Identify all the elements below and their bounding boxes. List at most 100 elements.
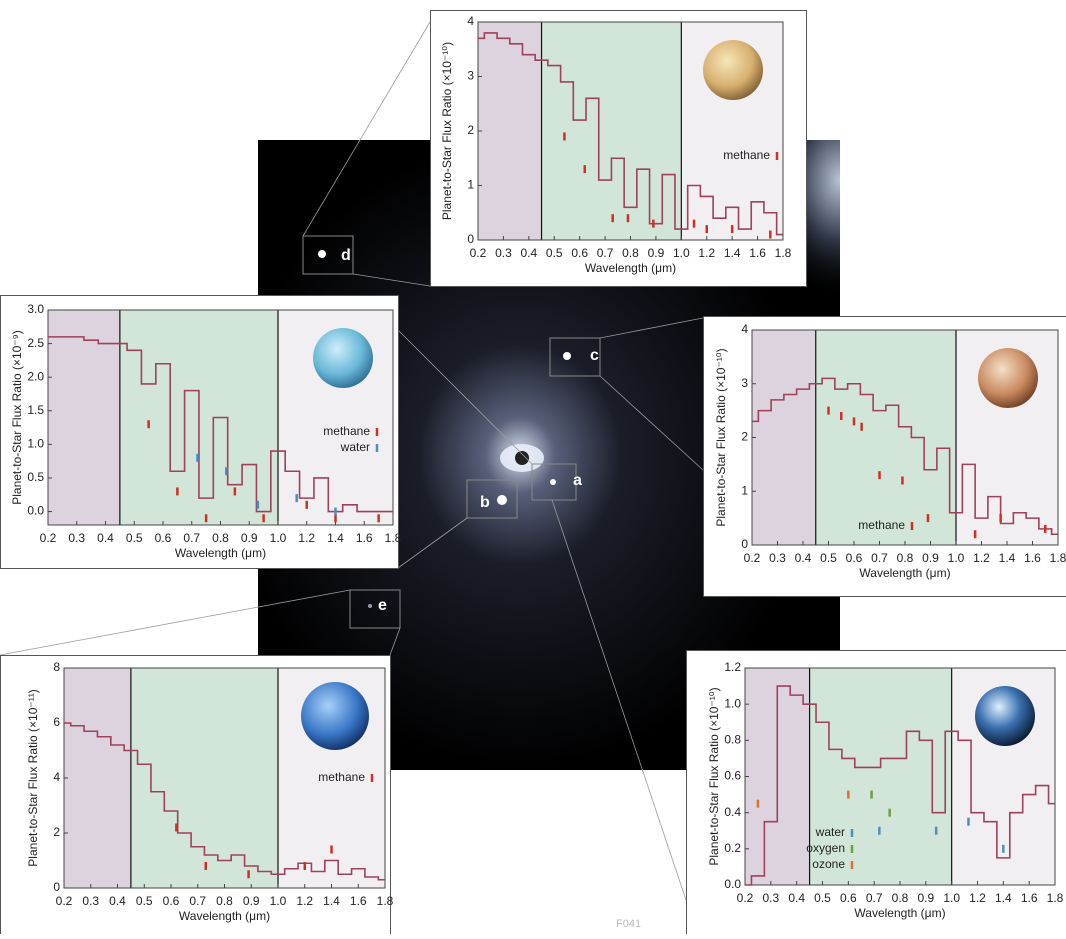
planet-icon bbox=[313, 328, 373, 388]
x-tick-label: 0.2 bbox=[737, 891, 754, 905]
x-tick-label: 1.4 bbox=[724, 246, 741, 260]
y-axis-label: Planet-to-Star Flux Ratio (×10⁻¹⁰) bbox=[714, 348, 728, 526]
x-tick-label: 0.3 bbox=[769, 551, 786, 565]
planet-dot bbox=[368, 604, 372, 608]
x-tick-label: 0.9 bbox=[241, 531, 258, 545]
x-tick-label: 0.8 bbox=[212, 531, 229, 545]
x-tick-label: 0.3 bbox=[82, 894, 99, 908]
planet-label: e bbox=[378, 597, 387, 614]
y-tick-label: 6 bbox=[53, 715, 60, 729]
x-tick-label: 1.2 bbox=[698, 246, 715, 260]
x-tick-label: 1.8 bbox=[377, 894, 394, 908]
legend-label: ozone bbox=[812, 857, 845, 871]
y-tick-label: 1.0 bbox=[724, 696, 741, 710]
x-tick-label: 0.8 bbox=[622, 246, 639, 260]
y-tick-label: 0.6 bbox=[724, 769, 741, 783]
x-axis-label: Wavelength (μm) bbox=[175, 546, 266, 560]
x-tick-label: 1.4 bbox=[995, 891, 1012, 905]
legend-label: water bbox=[340, 440, 370, 454]
x-tick-label: 1.8 bbox=[385, 531, 402, 545]
x-tick-label: 0.6 bbox=[846, 551, 863, 565]
x-tick-label: 0.6 bbox=[840, 891, 857, 905]
y-tick-label: 0.2 bbox=[724, 841, 741, 855]
x-tick-label: 1.0 bbox=[948, 551, 965, 565]
y-tick-label: 2 bbox=[467, 123, 474, 137]
x-tick-label: 0.8 bbox=[892, 891, 909, 905]
x-tick-label: 1.8 bbox=[1050, 551, 1066, 565]
y-tick-label: 4 bbox=[467, 14, 474, 28]
x-tick-label: 0.3 bbox=[762, 891, 779, 905]
page: F041 abcde012340.20.30.40.50.60.70.80.91… bbox=[0, 0, 1066, 939]
wavelength-region bbox=[542, 22, 682, 240]
x-tick-label: 0.5 bbox=[546, 246, 563, 260]
x-tick-label: 1.6 bbox=[356, 531, 373, 545]
x-axis-label: Wavelength (μm) bbox=[854, 906, 945, 920]
x-tick-label: 0.6 bbox=[163, 894, 180, 908]
x-tick-label: 1.6 bbox=[350, 894, 367, 908]
x-tick-label: 1.2 bbox=[296, 894, 313, 908]
x-tick-label: 0.2 bbox=[470, 246, 487, 260]
x-tick-label: 0.5 bbox=[136, 894, 153, 908]
y-tick-label: 4 bbox=[53, 770, 60, 784]
x-tick-label: 1.0 bbox=[270, 894, 287, 908]
x-tick-label: 0.2 bbox=[744, 551, 761, 565]
x-tick-label: 0.5 bbox=[814, 891, 831, 905]
x-tick-label: 0.9 bbox=[922, 551, 939, 565]
planet-dot bbox=[497, 495, 507, 505]
planet-icon bbox=[301, 682, 369, 750]
x-tick-label: 0.3 bbox=[495, 246, 512, 260]
y-tick-label: 3.0 bbox=[27, 302, 44, 316]
coronagraph-mask bbox=[515, 451, 529, 465]
y-tick-label: 4 bbox=[741, 322, 748, 336]
x-tick-label: 1.0 bbox=[943, 891, 960, 905]
y-tick-label: 0 bbox=[53, 880, 60, 894]
y-tick-label: 3 bbox=[741, 376, 748, 390]
x-tick-label: 0.4 bbox=[795, 551, 812, 565]
x-tick-label: 1.4 bbox=[999, 551, 1016, 565]
x-tick-label: 1.0 bbox=[673, 246, 690, 260]
y-axis-label: Planet-to-Star Flux Ratio (×10⁻⁹) bbox=[10, 330, 24, 505]
y-tick-label: 1 bbox=[467, 178, 474, 192]
y-axis-label: Planet-to-Star Flux Ratio (×10⁻¹⁰) bbox=[440, 42, 454, 220]
legend-label: methane bbox=[858, 518, 905, 532]
x-axis-label: Wavelength (μm) bbox=[585, 261, 676, 275]
x-tick-label: 1.4 bbox=[327, 531, 344, 545]
y-axis-label: Planet-to-Star Flux Ratio (×10⁻¹¹) bbox=[26, 689, 40, 866]
wavelength-region bbox=[752, 330, 816, 545]
wavelength-region bbox=[48, 310, 120, 525]
y-tick-label: 0.4 bbox=[724, 805, 741, 819]
wavelength-region bbox=[816, 330, 956, 545]
y-tick-label: 2 bbox=[53, 825, 60, 839]
figure: F041 abcde012340.20.30.40.50.60.70.80.91… bbox=[0, 0, 1066, 934]
x-tick-label: 1.2 bbox=[298, 531, 315, 545]
x-tick-label: 1.6 bbox=[1024, 551, 1041, 565]
x-tick-label: 0.4 bbox=[788, 891, 805, 905]
x-tick-label: 0.9 bbox=[648, 246, 665, 260]
x-tick-label: 0.7 bbox=[183, 531, 200, 545]
x-tick-label: 0.8 bbox=[216, 894, 233, 908]
x-tick-label: 0.3 bbox=[68, 531, 85, 545]
y-tick-label: 8 bbox=[53, 660, 60, 674]
wavelength-region bbox=[64, 668, 131, 888]
x-tick-label: 1.6 bbox=[749, 246, 766, 260]
x-tick-label: 0.7 bbox=[866, 891, 883, 905]
x-axis-label: Wavelength (μm) bbox=[859, 566, 950, 580]
x-tick-label: 1.2 bbox=[973, 551, 990, 565]
x-tick-label: 0.7 bbox=[189, 894, 206, 908]
x-tick-label: 1.8 bbox=[775, 246, 792, 260]
planet-dot bbox=[563, 352, 571, 360]
x-tick-label: 1.8 bbox=[1047, 891, 1064, 905]
x-tick-label: 0.6 bbox=[155, 531, 172, 545]
planet-label: d bbox=[341, 247, 351, 264]
x-tick-label: 0.2 bbox=[56, 894, 73, 908]
planet-icon bbox=[703, 40, 763, 100]
x-tick-label: 0.8 bbox=[897, 551, 914, 565]
legend-label: water bbox=[815, 825, 845, 839]
x-tick-label: 1.0 bbox=[270, 531, 287, 545]
y-tick-label: 0 bbox=[467, 232, 474, 246]
